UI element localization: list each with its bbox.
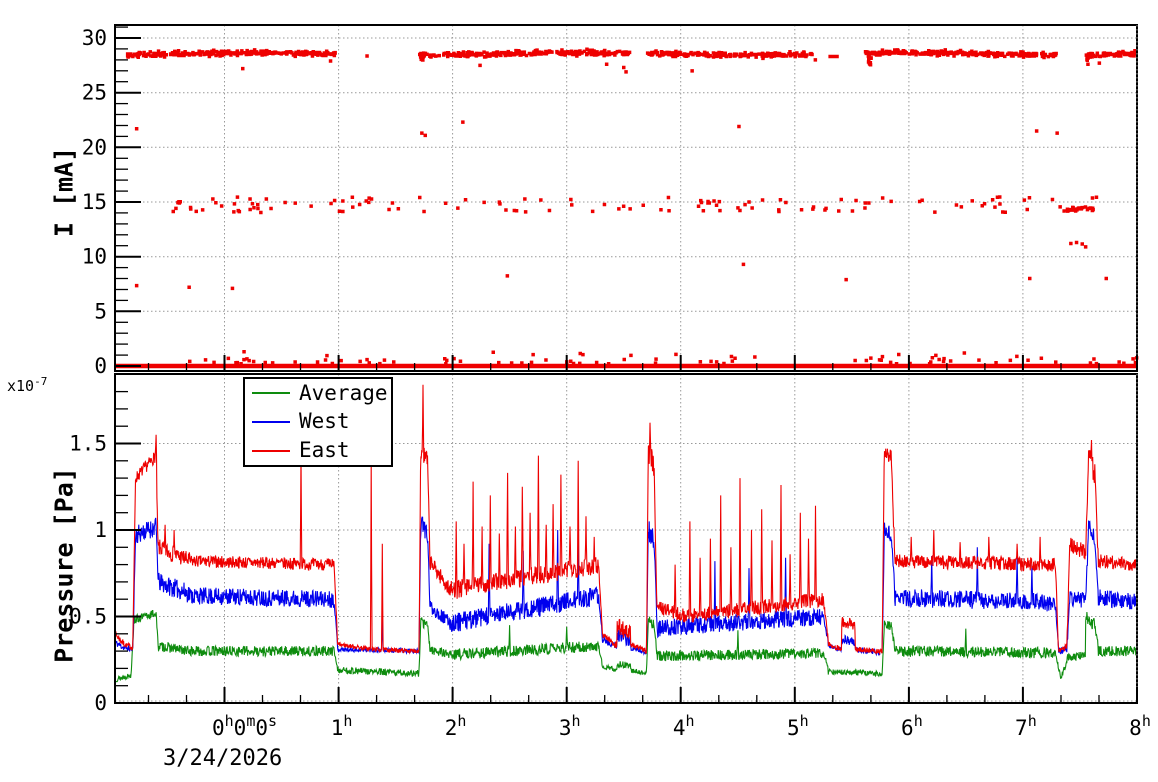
time-tick-label: 5h xyxy=(787,712,809,740)
legend-entry-average: Average xyxy=(245,379,391,407)
current-ytick-label: 30 xyxy=(82,26,107,50)
current-ytick-label: 25 xyxy=(82,81,107,105)
series-east xyxy=(114,384,1138,656)
legend-label-east: East xyxy=(299,438,350,463)
east-line-swatch xyxy=(252,449,290,452)
time-tick-label: 3h xyxy=(559,712,581,740)
legend-entry-west: West xyxy=(245,408,391,436)
time-tick-label: 0h0m0s xyxy=(212,712,277,740)
time-tick-label: 8h xyxy=(1129,712,1151,740)
west-line-swatch xyxy=(252,420,290,423)
axis-ticks xyxy=(115,26,1138,704)
average-line-swatch xyxy=(252,392,290,395)
pressure-ytick-label: 1.5 xyxy=(69,432,107,456)
series-average xyxy=(114,610,1138,683)
pressure-axis-title: Pressure [Pa] xyxy=(49,467,79,663)
legend-label-average: Average xyxy=(299,380,388,405)
scale-exponent: -7 xyxy=(34,375,48,388)
current-scatter-points xyxy=(125,47,1139,366)
axis-date-label: 3/24/2026 xyxy=(163,746,283,771)
pressure-ytick-label: 0.5 xyxy=(69,605,107,629)
time-tick-label: 7h xyxy=(1015,712,1037,740)
pressure-scale-multiplier: x10-7 xyxy=(7,375,47,395)
series-west xyxy=(114,516,1138,657)
time-tick-label: 1h xyxy=(331,712,353,740)
time-tick-label: 2h xyxy=(445,712,467,740)
scale-mantissa: x10 xyxy=(7,377,35,395)
current-ytick-label: 5 xyxy=(94,299,107,323)
time-tick-label: 4h xyxy=(673,712,695,740)
current-panel-frame xyxy=(114,24,1138,372)
pressure-series-lines xyxy=(114,384,1138,683)
pressure-ytick-label: 0 xyxy=(94,691,107,715)
tick-labels: 0 5 10 15 20 25 30 0 0.5 1 1.5 0h0m0s 1h 2h 3h 4h 5h 6h 7h… xyxy=(69,26,1151,740)
current-ytick-label: 10 xyxy=(82,245,107,269)
time-tick-label: 6h xyxy=(901,712,923,740)
legend-box: Average West East xyxy=(243,377,393,467)
pressure-ytick-label: 1 xyxy=(94,518,107,542)
legend-label-west: West xyxy=(299,409,350,434)
current-axis-title: I [mA] xyxy=(49,146,79,238)
current-ytick-label: 20 xyxy=(82,135,107,159)
current-ytick-label: 15 xyxy=(82,190,107,214)
legend-entry-east: East xyxy=(245,437,391,465)
current-ytick-label: 0 xyxy=(94,354,107,378)
